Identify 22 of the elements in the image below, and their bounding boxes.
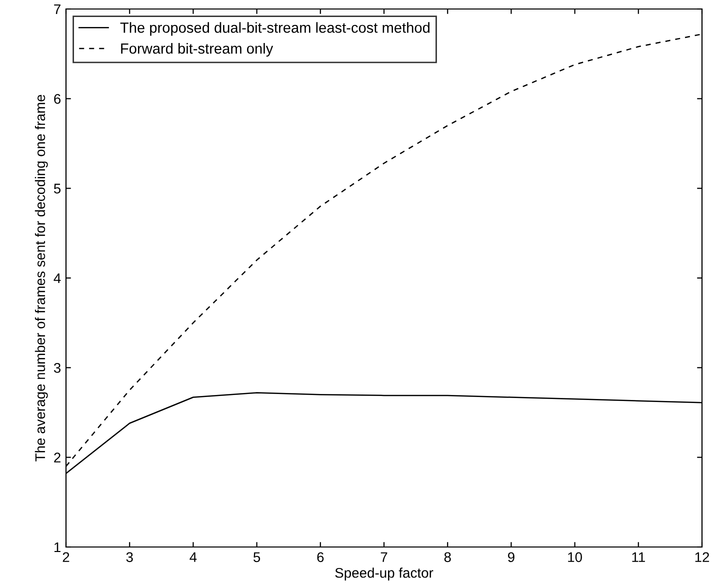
x-tick-label: 4 <box>190 552 197 562</box>
x-tick-label: 5 <box>253 552 260 562</box>
y-tick-label: 4 <box>54 273 61 284</box>
y-tick-label: 2 <box>54 452 60 462</box>
x-tick-label: 7 <box>380 552 388 562</box>
y-tick-label: 3 <box>54 363 61 373</box>
y-axis-title: The average number of frames sent for decoding one frame <box>34 94 48 462</box>
x-tick-label: 9 <box>508 552 514 562</box>
x-tick-label: 11 <box>632 552 645 562</box>
x-axis-title: Speed-up factor <box>335 568 434 581</box>
legend-label: The proposed dual-bit-stream least-cost method <box>120 22 430 36</box>
x-tick-label: 8 <box>444 552 451 562</box>
y-tick-label: 7 <box>54 4 60 14</box>
y-tick-label: 5 <box>54 184 61 194</box>
y-tick-label: 1 <box>54 542 60 552</box>
y-tick-label: 6 <box>54 94 61 104</box>
x-tick-label: 10 <box>568 552 582 562</box>
x-tick-label: 3 <box>126 552 133 562</box>
x-tick-label: 2 <box>62 552 70 562</box>
x-tick-label: 6 <box>317 552 324 562</box>
x-tick-label: 12 <box>695 552 710 562</box>
legend-label: Forward bit-stream only <box>121 43 274 57</box>
